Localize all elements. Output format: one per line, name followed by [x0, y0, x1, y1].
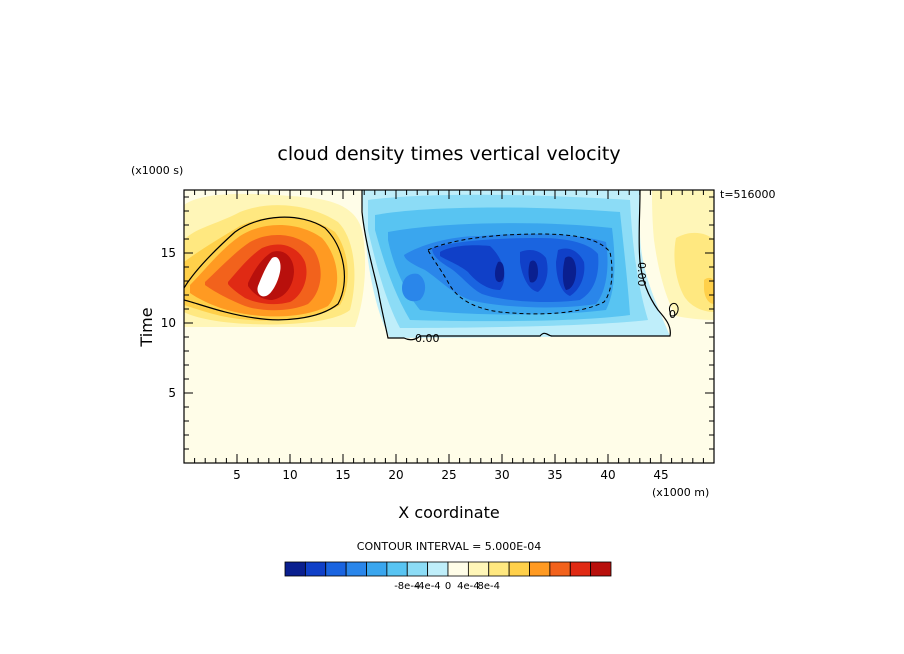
- pos-right-level-3: [704, 277, 714, 304]
- colorbar-tick-label: -4e-4: [415, 581, 441, 592]
- x-tick-label: 30: [494, 468, 509, 482]
- contour-label-bottom: 0.00: [415, 332, 440, 345]
- colorbar-swatch: [304, 561, 327, 577]
- x-tick-label: 10: [282, 468, 297, 482]
- colorbar-swatch: [467, 561, 490, 577]
- x-tick-label: 40: [600, 468, 615, 482]
- time-stamp: t=516000: [720, 188, 776, 201]
- colorbar-tick-label: -8e-4: [394, 581, 420, 592]
- x-tick-label: 20: [388, 468, 403, 482]
- colorbar-swatch: [386, 561, 408, 577]
- x-tick-label: 25: [441, 468, 456, 482]
- axis-ticks: [183, 190, 715, 464]
- neg-level-8: [494, 256, 577, 290]
- colorbar-swatch: [345, 561, 367, 577]
- colorbar-labels: -8e-4-4e-4 0 4e-48e-4: [394, 581, 500, 592]
- pos-maximum-hole: [257, 256, 281, 297]
- x-tick-label: 45: [653, 468, 668, 482]
- colorbar-swatch: [508, 561, 530, 577]
- colorbar-swatch: [406, 561, 429, 577]
- colorbar-swatch: [569, 561, 592, 577]
- colorbar-swatch: [590, 561, 612, 577]
- positive-region-left: [184, 193, 366, 327]
- contour-label-small: 0: [669, 308, 676, 321]
- x-tick-label: 15: [335, 468, 350, 482]
- colorbar-tick-label: 0: [445, 581, 451, 592]
- x-axis-label: X coordinate: [398, 503, 499, 522]
- neg-cell-isolated: [402, 273, 426, 302]
- zero-contour-left: [184, 216, 345, 321]
- colorbar: [284, 561, 612, 577]
- pos-right-level-2: [674, 232, 714, 312]
- y-tick-label: 15: [161, 246, 176, 260]
- y-axis-label: Time: [137, 307, 156, 347]
- y-tick-label: 10: [161, 316, 176, 330]
- x-tick-label: 5: [233, 468, 241, 482]
- tick-labels: 5 10 15 20 25 30 35 40 45 5 10 15: [161, 246, 669, 482]
- colorbar-swatch: [549, 561, 571, 577]
- zero-contour-small: [669, 303, 679, 317]
- colorbar-swatch: [325, 561, 347, 577]
- colorbar-swatch: [488, 561, 510, 577]
- colorbar-swatch: [447, 561, 469, 577]
- colorbar-tick-label: 8e-4: [478, 581, 501, 592]
- colorbar-swatch: [427, 561, 449, 577]
- zero-contour-neg: [361, 190, 671, 341]
- positive-region-right: [652, 190, 714, 320]
- x-tick-label: 35: [547, 468, 562, 482]
- contour-interval-label: CONTOUR INTERVAL = 5.000E-04: [357, 540, 541, 553]
- colorbar-swatch: [366, 561, 388, 577]
- y-tick-label: 5: [168, 386, 176, 400]
- y-units-label: (x1000 s): [131, 164, 183, 177]
- x-units-label: (x1000 m): [652, 486, 709, 499]
- neg-level-7: [440, 245, 585, 296]
- chart-title: cloud density times vertical velocity: [277, 143, 620, 165]
- neg-dashed-contour: [427, 233, 613, 315]
- negative-region: [361, 190, 671, 341]
- contour-label-right: 0.00: [635, 262, 648, 287]
- colorbar-tick-label: 4e-4: [457, 581, 480, 592]
- plot-area: [184, 190, 714, 463]
- colorbar-swatch: [284, 561, 306, 577]
- colorbar-swatch: [529, 561, 551, 577]
